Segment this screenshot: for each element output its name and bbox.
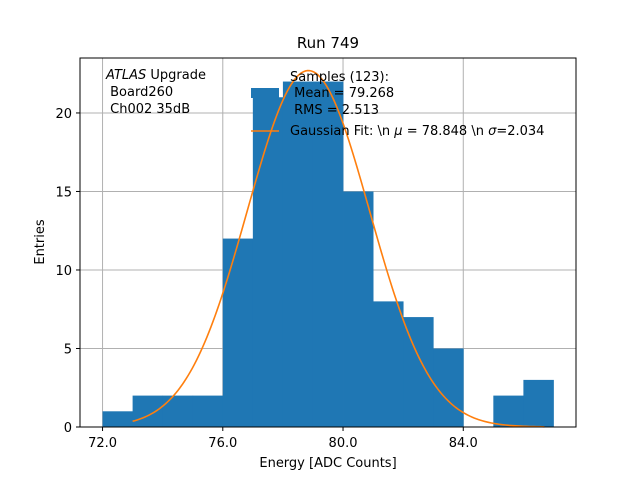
atlas-italic: ATLAS <box>105 68 146 83</box>
histogram-bar <box>343 191 374 427</box>
x-axis-ticks: 72.0 76.0 80.0 84.0 <box>88 427 478 451</box>
histogram-bars <box>102 81 554 428</box>
atlas-upgrade: Upgrade <box>146 68 206 83</box>
y-tick-label: 0 <box>64 421 72 436</box>
legend-fit-suffix: =2.034 <box>496 124 544 139</box>
histogram-bar <box>132 395 164 427</box>
atlas-label-line1: ATLAS Upgrade <box>105 68 206 83</box>
atlas-channel: Ch002 35dB <box>106 102 190 117</box>
legend-fit-sigma: σ <box>488 124 497 139</box>
histogram-bar <box>433 348 464 427</box>
histogram-bar <box>312 81 344 427</box>
atlas-annotation: ATLAS Upgrade Board260 Ch002 35dB <box>105 68 206 117</box>
y-axis-ticks: 0 5 10 15 20 <box>55 107 80 436</box>
histogram-bar <box>192 395 224 427</box>
legend-fit: Gaussian Fit: \n μ = 78.848 \n σ=2.034 <box>290 124 544 139</box>
chart-title: Run 749 <box>297 34 359 52</box>
histogram-bar <box>282 81 314 427</box>
x-axis-title: Energy [ADC Counts] <box>259 456 396 471</box>
legend-rms: RMS = 2.513 <box>290 103 379 118</box>
histogram-bar <box>252 97 284 428</box>
gaussian-fit <box>132 69 545 428</box>
histogram-bar <box>222 238 254 427</box>
histogram-bar <box>102 411 134 427</box>
histogram-bar <box>373 301 404 427</box>
y-tick-label: 10 <box>55 264 72 279</box>
y-tick-label: 5 <box>64 342 72 357</box>
x-tick-label: 84.0 <box>449 436 478 451</box>
y-axis-title: Entries <box>33 219 48 265</box>
y-tick-label: 20 <box>55 107 72 122</box>
legend-mean: Mean = 79.268 <box>290 86 394 101</box>
plot-frame <box>79 57 577 428</box>
x-tick-label: 80.0 <box>329 436 358 451</box>
histogram-bar <box>523 379 554 427</box>
y-tick-label: 15 <box>55 185 72 200</box>
x-tick-label: 76.0 <box>208 436 237 451</box>
legend-fit-prefix: Gaussian Fit: \n <box>290 124 394 139</box>
fit-curve <box>132 69 545 428</box>
legend-fit-mu: μ <box>393 124 402 139</box>
histogram-bar <box>162 395 194 427</box>
legend-samples: Samples (123): <box>290 70 389 85</box>
legend-fit-mid: = 78.848 \n <box>403 124 489 139</box>
histogram-bar <box>493 395 524 427</box>
histogram-bar <box>403 317 434 427</box>
legend-histogram-swatch <box>251 88 279 98</box>
legend: Samples (123): Mean = 79.268 RMS = 2.513… <box>251 70 544 139</box>
atlas-board: Board260 <box>106 85 173 100</box>
x-tick-label: 72.0 <box>88 436 117 451</box>
